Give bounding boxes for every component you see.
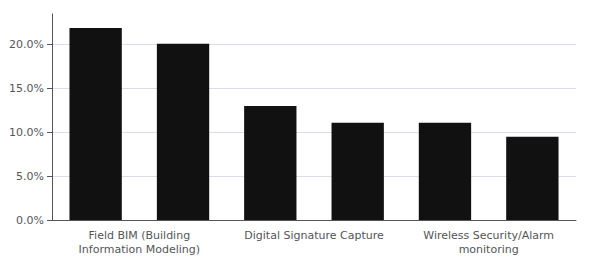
svg-text:10.0%: 10.0%	[9, 126, 44, 139]
svg-text:Wireless Security/Alarm: Wireless Security/Alarm	[423, 229, 554, 242]
svg-text:Digital Signature Capture: Digital Signature Capture	[244, 229, 384, 242]
svg-text:15.0%: 15.0%	[9, 82, 44, 95]
svg-text:0.0%: 0.0%	[16, 214, 44, 227]
svg-text:Field BIM (Building: Field BIM (Building	[89, 229, 191, 242]
svg-text:Information Modeling): Information Modeling)	[79, 243, 201, 256]
svg-text:monitoring: monitoring	[459, 243, 519, 256]
svg-text:5.0%: 5.0%	[16, 170, 44, 183]
svg-text:20.0%: 20.0%	[9, 38, 44, 51]
